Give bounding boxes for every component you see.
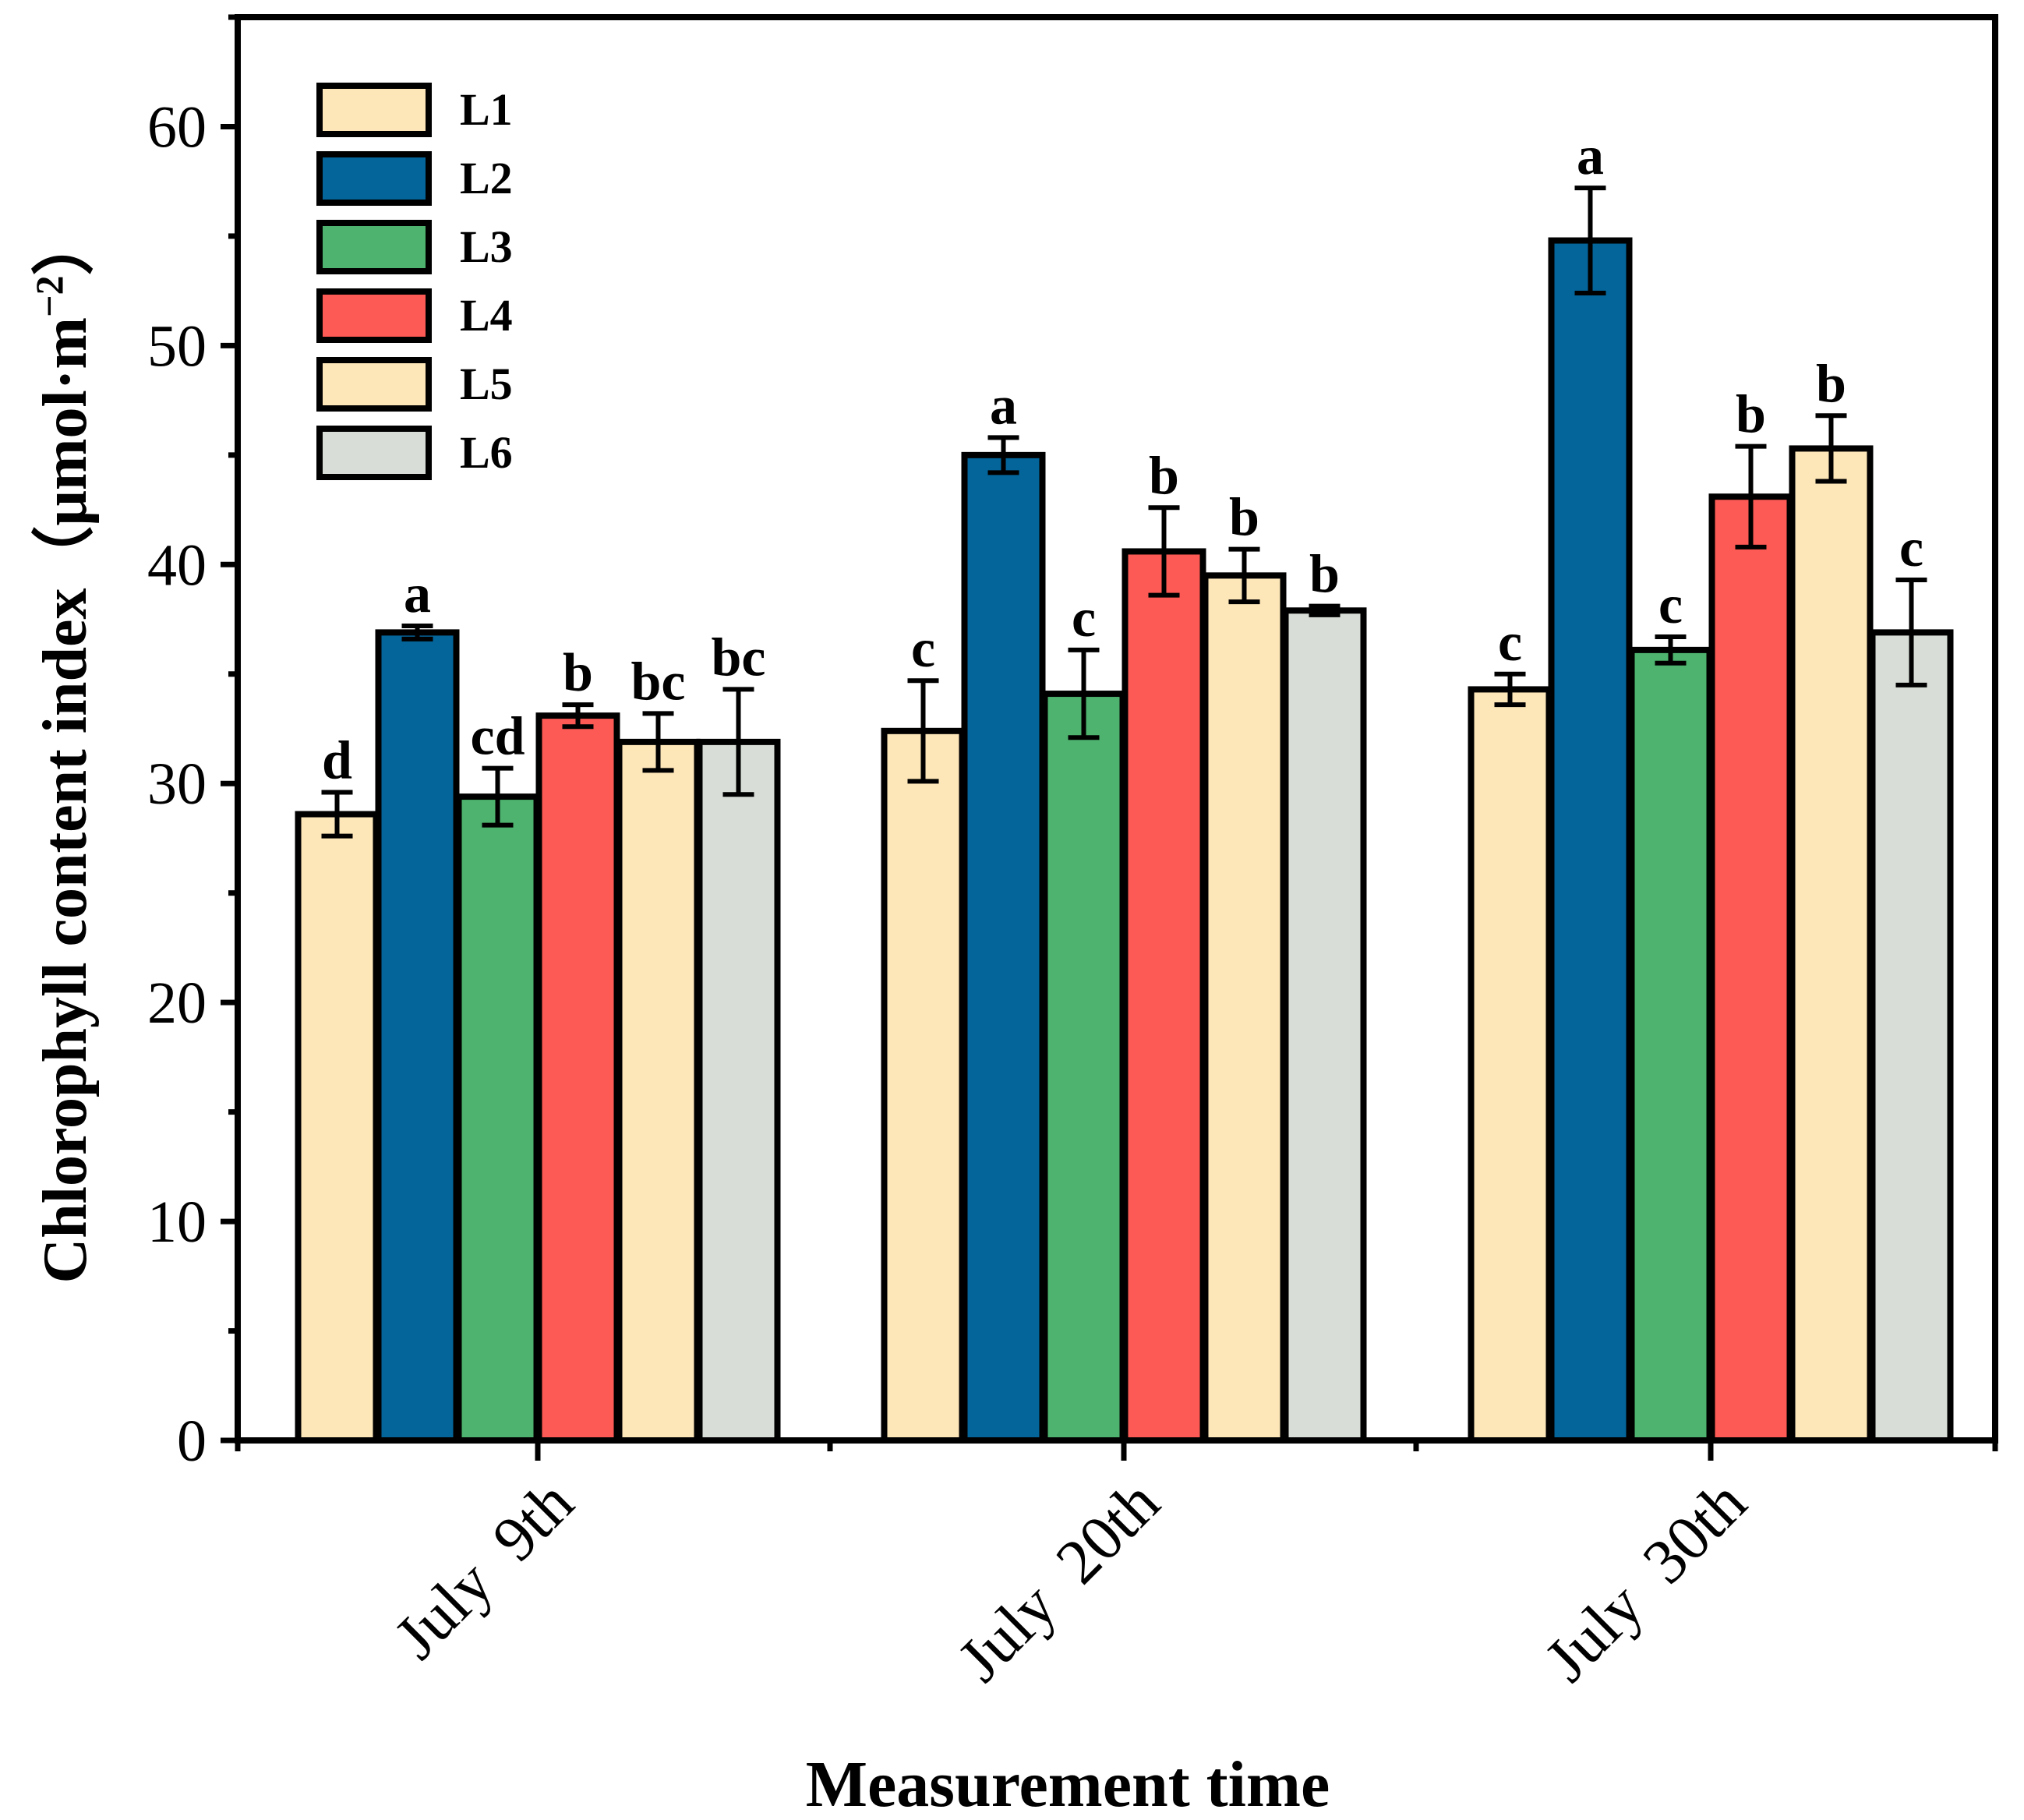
y-tick-label: 40 [147, 532, 207, 598]
bar-l4 [1122, 548, 1206, 1444]
error-bar [722, 687, 754, 797]
legend: L1 L2 L3 L4 L5 L6 [316, 83, 513, 480]
significance-letter: b [563, 643, 593, 703]
significance-letter: a [404, 564, 431, 624]
error-bar [401, 623, 433, 641]
error-bar [1655, 634, 1687, 666]
significance-letter: cd [471, 707, 525, 767]
error-bar [1068, 647, 1100, 740]
bar-l2 [961, 451, 1046, 1444]
significance-letter: c [1498, 613, 1522, 673]
error-bars [321, 186, 1927, 839]
bar-l1 [1468, 686, 1552, 1444]
significance-letter: c [1072, 588, 1096, 648]
legend-label: L4 [460, 290, 513, 341]
error-bar [562, 702, 594, 730]
x-tick-label: July 9th [381, 1466, 587, 1672]
significance-letter: c [1658, 575, 1683, 635]
significance-letter: b [1816, 354, 1846, 414]
y-tick-label: 0 [177, 1408, 207, 1474]
error-bar [1148, 505, 1180, 598]
x-tick-label: July 20th [945, 1466, 1173, 1695]
legend-swatch-l5 [316, 357, 432, 412]
y-axis-title-close: ） [31, 213, 100, 275]
error-bar [907, 678, 939, 784]
significance-letter: b [1229, 488, 1259, 548]
legend-swatch-l6 [316, 426, 432, 480]
bar-l6 [696, 738, 781, 1444]
error-bar [1574, 186, 1606, 295]
bar-l4 [1708, 493, 1793, 1444]
legend-swatch-l3 [316, 220, 432, 274]
bar-l5 [616, 738, 701, 1444]
y-tick-label: 60 [147, 94, 207, 160]
significance-letter: a [1577, 126, 1604, 186]
bar-l5 [1202, 572, 1287, 1444]
legend-label: L1 [460, 84, 513, 135]
error-bar [642, 711, 674, 773]
y-axis-title-sup: −2 [27, 275, 71, 317]
legend-swatch-l4 [316, 288, 432, 343]
y-tick-label: 20 [147, 970, 207, 1036]
y-axis: 0 10 20 30 40 50 60 [147, 14, 238, 1474]
y-axis-title: Chlorophyll content index（μmol·m−2） [27, 213, 100, 1283]
x-axis-title: Measurement time [806, 1748, 1330, 1820]
significance-letter: a [990, 376, 1017, 436]
error-bar [1494, 671, 1526, 708]
significance-letter: d [322, 730, 352, 790]
x-tick-label: July 30th [1531, 1466, 1760, 1695]
error-bar [1735, 444, 1767, 550]
bars [295, 237, 1954, 1444]
legend-label: L2 [460, 153, 513, 203]
significance-letter: bc [712, 627, 766, 687]
significance-letter: bc [631, 652, 686, 712]
significance-letter: b [1149, 446, 1179, 506]
bar-l4 [535, 712, 620, 1444]
significance-letter: b [1309, 545, 1340, 605]
x-axis: July 9th July 20th July 30th [235, 1440, 1998, 1695]
error-bar [321, 790, 353, 839]
y-tick-label: 30 [147, 751, 207, 817]
legend-label: L5 [460, 359, 513, 409]
bar-l3 [1041, 691, 1126, 1444]
bar-l6 [1869, 629, 1954, 1444]
legend-swatch-l1 [316, 83, 432, 137]
significance-letter: c [1899, 518, 1923, 578]
significance-letter: c [911, 619, 935, 679]
error-bar [1815, 413, 1847, 484]
legend-label: L3 [460, 221, 513, 272]
bar-l2 [1548, 237, 1633, 1444]
significance-letter: b [1736, 385, 1766, 445]
error-bar [1895, 577, 1927, 687]
bar-l1 [881, 727, 966, 1444]
bar-l6 [1282, 607, 1367, 1444]
legend-swatch-l2 [316, 151, 432, 206]
error-bar [987, 435, 1019, 475]
y-axis-title-main: Chlorophyll content index（μmol·m [31, 317, 100, 1284]
error-bar [1309, 603, 1341, 617]
error-bar [1228, 546, 1260, 605]
bar-l5 [1789, 445, 1874, 1444]
bar-l1 [295, 811, 380, 1444]
bar-l2 [375, 629, 460, 1444]
legend-label: L6 [460, 427, 513, 478]
bar-l3 [1628, 646, 1713, 1444]
error-bar [482, 765, 514, 828]
bar-l3 [455, 793, 540, 1444]
y-tick-label: 10 [147, 1189, 207, 1255]
y-tick-label: 50 [147, 313, 207, 379]
